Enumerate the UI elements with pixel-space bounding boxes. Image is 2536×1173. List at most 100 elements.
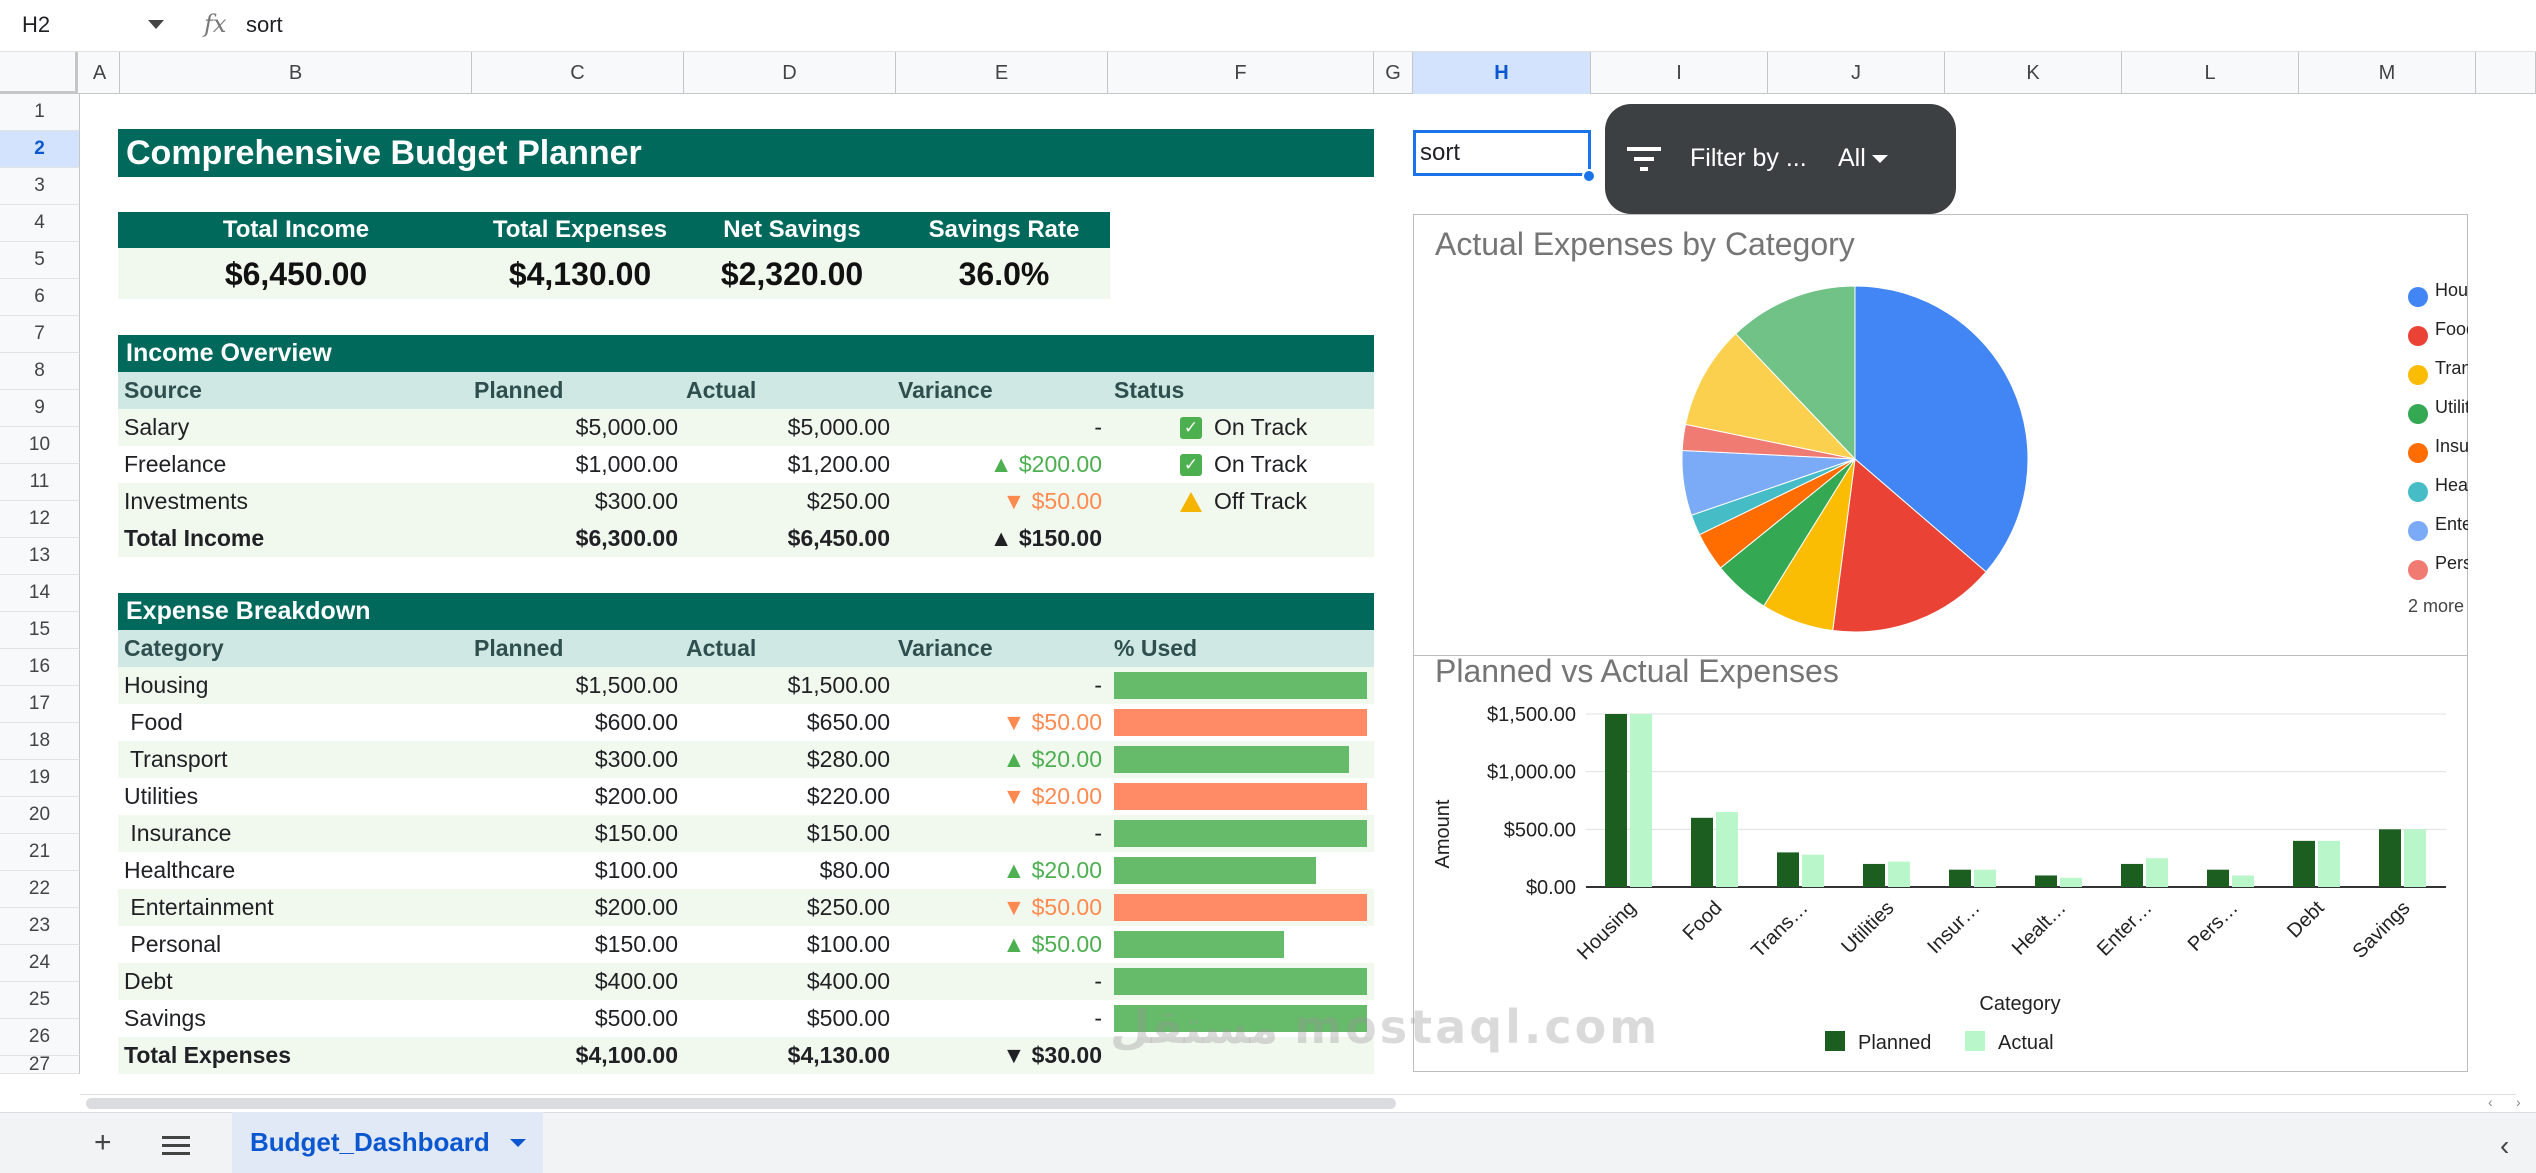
row-header-10[interactable]: 10: [0, 427, 80, 464]
expense-category: Entertainment: [124, 894, 274, 920]
column-header-h[interactable]: H: [1413, 52, 1591, 94]
bar-actual: [2232, 875, 2254, 887]
column-header-bar: [0, 52, 2536, 94]
expense-actual: $80.00: [819, 857, 890, 883]
collapse-sidebar-icon[interactable]: ‹: [2500, 1130, 2510, 1161]
percent-used-bar: [1114, 968, 1367, 995]
row-header-26[interactable]: 26: [0, 1019, 80, 1056]
column-header-i[interactable]: I: [1591, 52, 1768, 94]
row-header-18[interactable]: 18: [0, 723, 80, 760]
formula-bar: [0, 0, 2536, 52]
column-header-d[interactable]: D: [684, 52, 896, 94]
row-header-2[interactable]: 2: [0, 131, 80, 168]
expense-section-title: Expense Breakdown: [118, 593, 1374, 630]
row-header-17[interactable]: 17: [0, 686, 80, 723]
row-header-12[interactable]: 12: [0, 501, 80, 538]
legend-marker: [2408, 365, 2428, 385]
row-header-5[interactable]: 5: [0, 242, 80, 279]
name-box[interactable]: H2: [22, 12, 51, 37]
expense-actual: $250.00: [806, 894, 890, 920]
legend-label: Utilities: [2435, 397, 2468, 417]
row-header-7[interactable]: 7: [0, 316, 80, 353]
column-header-j[interactable]: J: [1768, 52, 1945, 94]
income-header-bg: [118, 372, 1374, 409]
name-box-dropdown-icon[interactable]: [148, 20, 164, 29]
row-header-16[interactable]: 16: [0, 649, 80, 686]
formula-input[interactable]: sort: [246, 12, 283, 37]
income-source: Investments: [124, 488, 248, 514]
income-source: Salary: [124, 414, 190, 440]
income-variance: ▼ $50.00: [1002, 488, 1102, 514]
scroll-right-icon[interactable]: ›: [2516, 1094, 2521, 1110]
bar-chart[interactable]: Planned vs Actual Expenses $0.00 $500.00 $1…: [1413, 656, 2468, 1072]
expense-variance: ▼ $50.00: [1002, 894, 1102, 920]
row-header-4[interactable]: 4: [0, 205, 80, 242]
pie-chart[interactable]: Actual Expenses by Category Housing Food Tr…: [1413, 214, 2468, 655]
status-text: On Track: [1214, 451, 1308, 477]
row-header-1[interactable]: 1: [0, 94, 80, 131]
summary-value: 36.0%: [958, 255, 1050, 292]
x-tick-label: Housing: [1573, 897, 1640, 964]
row-header-9[interactable]: 9: [0, 390, 80, 427]
expense-total-actual: $4,130.00: [787, 1042, 890, 1068]
select-all-corner[interactable]: [0, 52, 78, 94]
filter-label: Filter by ...: [1690, 144, 1807, 172]
bar-planned: [2379, 829, 2401, 887]
percent-used-bar: [1114, 931, 1284, 958]
sheet-tab-menu-icon[interactable]: [509, 1138, 526, 1147]
filter-value[interactable]: All: [1838, 144, 1866, 172]
row-header-22[interactable]: 22: [0, 871, 80, 908]
expense-planned: $100.00: [594, 857, 678, 883]
filter-chip[interactable]: Filter by ... All: [1605, 104, 1956, 214]
add-sheet-icon[interactable]: +: [94, 1126, 112, 1159]
row-header-14[interactable]: 14: [0, 575, 80, 612]
expense-col-header: Variance: [898, 635, 993, 661]
selected-cell-h2[interactable]: sort: [1413, 130, 1591, 176]
x-axis-label: Category: [1979, 993, 2060, 1015]
fill-handle[interactable]: [1582, 169, 1596, 183]
summary-label: Savings Rate: [928, 216, 1080, 243]
income-total-actual: $6,450.00: [787, 525, 890, 551]
row-header-25[interactable]: 25: [0, 982, 80, 1019]
row-header-11[interactable]: 11: [0, 464, 80, 501]
row-header-13[interactable]: 13: [0, 538, 80, 575]
column-header-l[interactable]: L: [2122, 52, 2299, 94]
percent-used-bar: [1114, 783, 1367, 810]
expense-variance: ▼ $20.00: [1002, 783, 1102, 809]
column-header-m[interactable]: M: [2299, 52, 2476, 94]
row-header-23[interactable]: 23: [0, 908, 80, 945]
row-header-6[interactable]: 6: [0, 279, 80, 316]
legend-marker: [2408, 404, 2428, 424]
row-header-8[interactable]: 8: [0, 353, 80, 390]
expense-category: Savings: [124, 1005, 206, 1031]
income-col-header: Status: [1114, 377, 1185, 403]
x-tick-label: Savings: [2349, 897, 2415, 963]
column-header-k[interactable]: K: [1945, 52, 2122, 94]
warning-icon: [1180, 491, 1202, 512]
sheet-tab-budget-dashboard[interactable]: Budget_Dashboard: [232, 1112, 543, 1173]
scroll-left-icon[interactable]: ‹: [2488, 1094, 2493, 1110]
row-header-24[interactable]: 24: [0, 945, 80, 982]
row-header-15[interactable]: 15: [0, 612, 80, 649]
income-col-header: Source: [124, 377, 202, 403]
column-header-e[interactable]: E: [896, 52, 1108, 94]
row-header-20[interactable]: 20: [0, 797, 80, 834]
scrollbar-thumb[interactable]: [86, 1098, 1396, 1109]
all-sheets-icon[interactable]: [162, 1136, 190, 1156]
column-header-f[interactable]: F: [1108, 52, 1374, 94]
bar-planned: [2293, 840, 2315, 887]
expense-actual: $1,500.00: [787, 672, 890, 698]
row-header-3[interactable]: 3: [0, 168, 80, 205]
column-header-a[interactable]: A: [80, 52, 120, 94]
column-header-c[interactable]: C: [472, 52, 684, 94]
column-header-b[interactable]: B: [120, 52, 472, 94]
income-col-header: Variance: [898, 377, 993, 403]
filter-dropdown-icon[interactable]: [1872, 155, 1888, 163]
legend-marker-planned: [1825, 1031, 1845, 1051]
column-header-g[interactable]: G: [1374, 52, 1413, 94]
expense-total-row: [118, 1037, 1374, 1074]
row-header-27[interactable]: 27: [0, 1054, 80, 1075]
row-header-21[interactable]: 21: [0, 834, 80, 871]
row-header-19[interactable]: 19: [0, 760, 80, 797]
checkbox-icon: ✓: [1180, 416, 1202, 439]
